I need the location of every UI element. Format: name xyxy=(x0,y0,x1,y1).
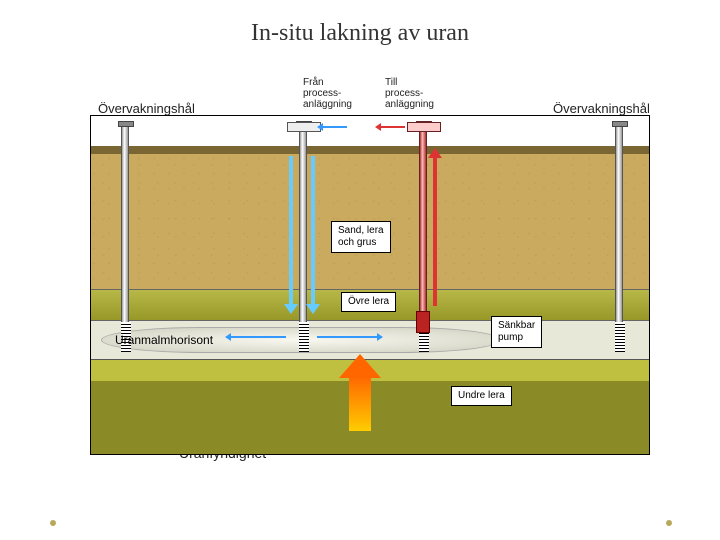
injection-wellhead xyxy=(287,122,321,132)
layer-topsoil xyxy=(91,146,649,154)
submersible-pump xyxy=(416,311,430,333)
cross-section-diagram: Sand, lera och grus Övre lera Sänkbar pu… xyxy=(90,115,650,455)
caption-sand: Sand, lera och grus xyxy=(331,221,391,253)
monitoring-well-left xyxy=(121,126,129,351)
label-to-process: Till process- anläggning xyxy=(382,76,437,111)
label-from-process: Från process- anläggning xyxy=(300,76,355,111)
flow-down-arrow-right xyxy=(311,156,315,306)
caption-ore-horizon: Uranmalmhorisont xyxy=(109,330,219,350)
monitoring-well-right xyxy=(615,126,623,351)
lateral-flow-arrow-1 xyxy=(317,336,377,338)
caption-lower-clay: Undre lera xyxy=(451,386,512,406)
flow-down-arrow-left xyxy=(289,156,293,306)
caption-upper-clay: Övre lera xyxy=(341,292,396,312)
injection-well xyxy=(299,126,307,351)
page-title: In-situ lakning av uran xyxy=(0,0,720,47)
from-process-arrow xyxy=(323,126,347,128)
to-process-arrow xyxy=(381,126,405,128)
lateral-flow-arrow-2 xyxy=(231,336,286,338)
caption-pump: Sänkbar pump xyxy=(491,316,542,348)
decor-dot xyxy=(666,520,672,526)
production-wellhead xyxy=(407,122,441,132)
uranium-migration-arrow xyxy=(349,376,371,431)
decor-dot xyxy=(50,520,56,526)
flow-up-arrow xyxy=(433,156,437,306)
